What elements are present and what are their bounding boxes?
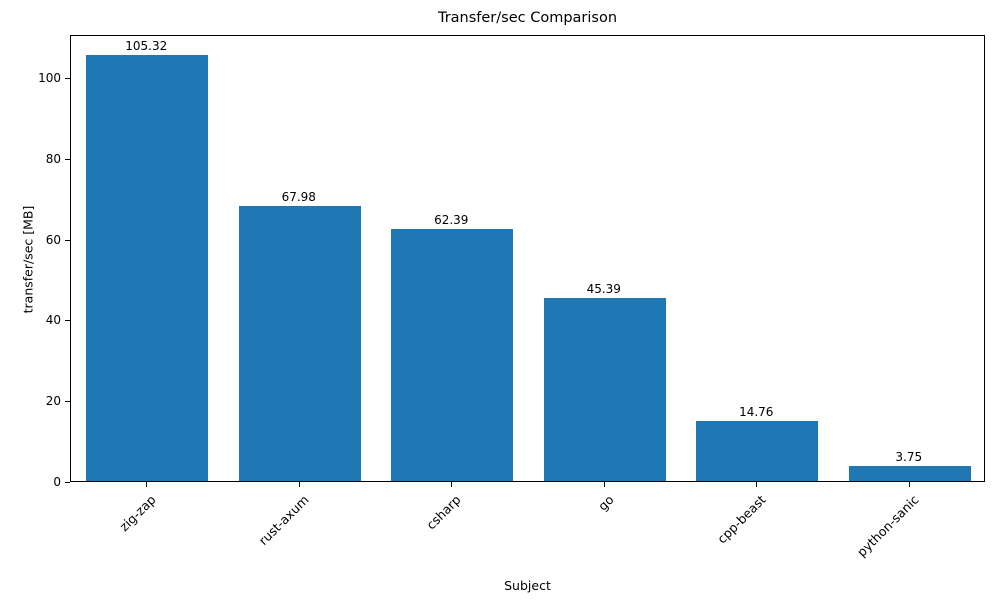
bar-csharp: [391, 228, 514, 481]
bar-cpp-beast: [696, 421, 819, 481]
y-tick-label: 100: [38, 70, 61, 85]
bar-rust-axum: [238, 206, 361, 481]
y-axis-label: transfer/sec [MB]: [20, 205, 36, 314]
y-tick-label: 40: [45, 313, 61, 328]
y-tick-label: 0: [53, 475, 61, 489]
bar-value-label: 45.39: [586, 281, 621, 296]
bar-value-label: 14.76: [739, 405, 774, 420]
x-tick-mark: [908, 482, 910, 487]
bar-value-label: 105.32: [125, 39, 168, 54]
bar-value-label: 67.98: [281, 190, 316, 205]
y-tick-mark: [65, 320, 70, 322]
y-tick-mark: [65, 401, 70, 403]
bar-go: [543, 297, 666, 481]
bar-zig-zap: [86, 55, 209, 481]
x-tick-mark: [146, 482, 148, 487]
chart-title: Transfer/sec Comparison: [437, 10, 618, 26]
x-tick-mark: [451, 482, 453, 487]
x-tick-mark: [603, 482, 605, 487]
y-tick-mark: [65, 158, 70, 160]
bar-value-label: 62.39: [434, 212, 469, 227]
x-axis-label: Subject: [504, 578, 551, 593]
y-tick-label: 60: [45, 232, 61, 247]
y-tick-mark: [65, 239, 70, 241]
y-tick-mark: [65, 482, 70, 483]
x-tick-mark: [298, 482, 300, 487]
y-tick-label: 20: [45, 394, 61, 409]
bar-python-sanic: [848, 465, 971, 481]
plot-area: [70, 35, 985, 482]
y-tick-mark: [65, 77, 70, 79]
x-tick-mark: [756, 482, 758, 487]
bar-value-label: 3.75: [895, 449, 923, 464]
y-tick-label: 80: [45, 151, 61, 166]
